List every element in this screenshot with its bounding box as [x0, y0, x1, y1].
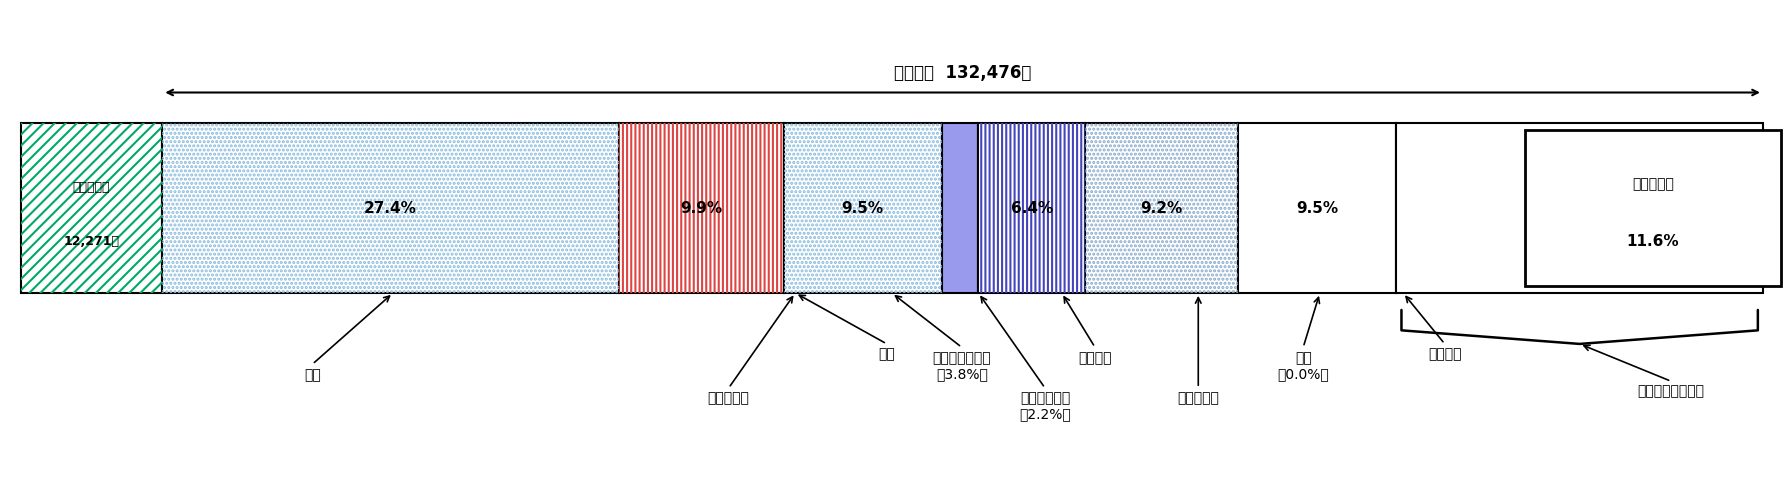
Text: 被服及び履物
（2.2%）: 被服及び履物 （2.2%）	[1020, 392, 1072, 422]
Text: 11.6%: 11.6%	[1627, 235, 1679, 249]
Text: 家具・家事用品
（3.8%）: 家具・家事用品 （3.8%）	[932, 351, 991, 381]
Bar	[783, 123, 943, 293]
Text: 6.4%: 6.4%	[1011, 200, 1054, 215]
Text: うち交際費: うち交際費	[1633, 177, 1674, 191]
Bar	[1396, 123, 1763, 293]
Text: 非消費支出: 非消費支出	[73, 181, 111, 194]
Bar	[1238, 123, 1396, 293]
Text: 住居: 住居	[878, 348, 896, 362]
Text: 9.5%: 9.5%	[842, 200, 883, 215]
Text: 交通・通信: 交通・通信	[1177, 392, 1219, 406]
Bar	[22, 123, 163, 293]
Bar	[1084, 123, 1238, 293]
Text: 27.4%: 27.4%	[364, 200, 418, 215]
Bar	[978, 123, 1084, 293]
Bar	[163, 123, 618, 293]
Bar	[783, 123, 943, 293]
Text: 12,271円: 12,271円	[63, 236, 120, 248]
Bar	[1084, 123, 1238, 293]
Text: 消費支出  132,476円: 消費支出 132,476円	[894, 64, 1032, 82]
FancyBboxPatch shape	[1525, 130, 1781, 286]
Text: 教養娯楽: 教養娯楽	[1428, 348, 1462, 362]
Bar	[618, 123, 783, 293]
Text: 9.2%: 9.2%	[1140, 200, 1183, 215]
Text: 9.9%: 9.9%	[681, 200, 722, 215]
Text: 保健医療: 保健医療	[1079, 351, 1111, 365]
Text: 食料: 食料	[305, 368, 321, 382]
Bar	[22, 123, 163, 293]
Text: 22.0%: 22.0%	[1554, 200, 1606, 215]
Text: 光熱・水道: 光熱・水道	[708, 392, 749, 406]
Bar	[163, 123, 618, 293]
Text: その他の消費支出: その他の消費支出	[1638, 385, 1704, 399]
Bar	[1238, 123, 1396, 293]
Bar	[978, 123, 1084, 293]
Bar	[943, 123, 978, 293]
Text: 9.5%: 9.5%	[1296, 200, 1339, 215]
Text: 教育
（0.0%）: 教育 （0.0%）	[1278, 351, 1330, 381]
Bar	[618, 123, 783, 293]
